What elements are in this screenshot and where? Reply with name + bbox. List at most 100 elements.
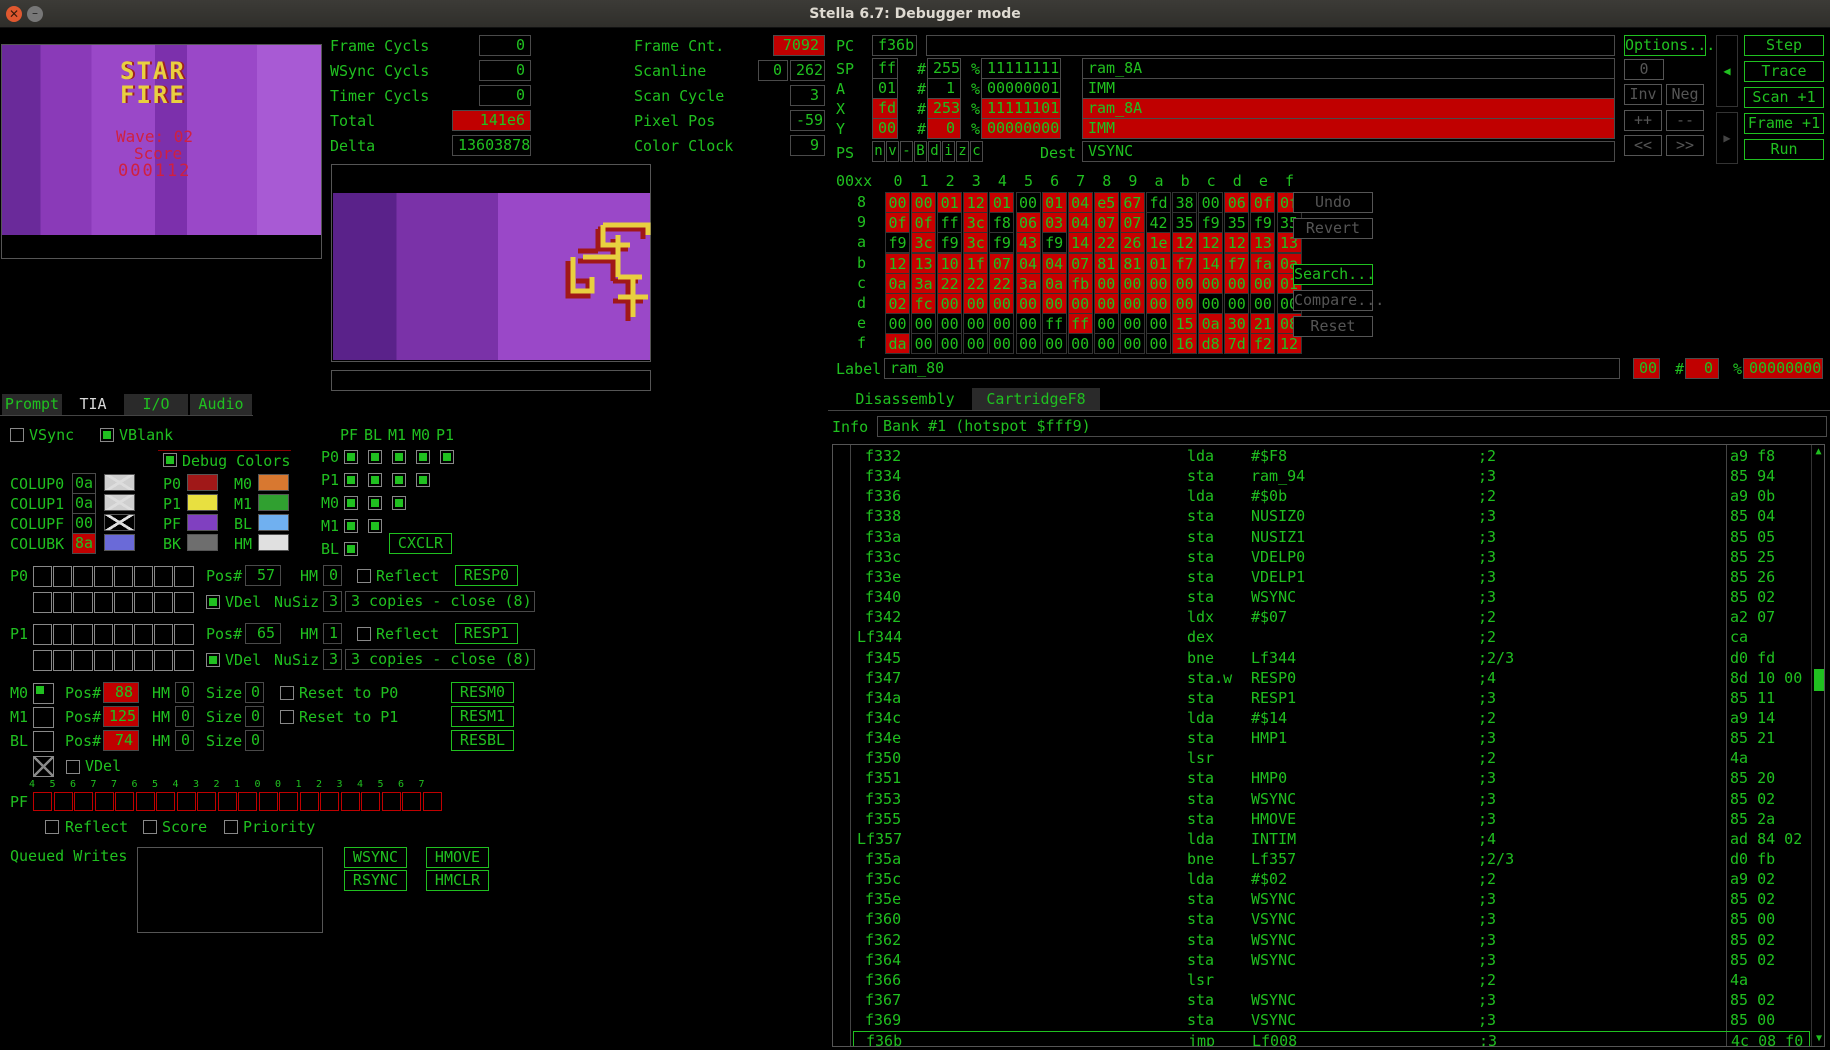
p1-hm-value[interactable]: 1	[323, 623, 342, 644]
ram-cell[interactable]: 12	[1172, 232, 1198, 254]
graphics-bit[interactable]	[33, 566, 53, 587]
graphics-bit[interactable]	[174, 566, 194, 587]
ram-cell[interactable]: 0f	[1250, 192, 1276, 213]
ram-cell[interactable]: 04	[1067, 192, 1093, 213]
collision-bit[interactable]	[368, 473, 382, 487]
disasm-row[interactable]: f366 lsr ;2 4a	[833, 971, 1811, 990]
ram-cell[interactable]: 00	[1119, 272, 1145, 294]
disasm-row[interactable]: f336 lda #$0b ;2 a9 0b	[833, 487, 1811, 506]
collision-bit[interactable]	[344, 542, 358, 556]
ram-cell[interactable]: 00	[963, 293, 989, 314]
scanline-total[interactable]: 262	[790, 60, 825, 81]
ram-cell[interactable]: 22	[937, 272, 963, 294]
scan-cycle-value[interactable]: 3	[790, 85, 825, 106]
a-hex[interactable]: 01	[872, 78, 898, 99]
ram-cell[interactable]: 22	[989, 272, 1015, 294]
ram-cell[interactable]: 01	[989, 192, 1015, 213]
ram-cell[interactable]: 00	[1146, 313, 1171, 335]
compare-button[interactable]: Compare...	[1293, 290, 1385, 311]
options-button[interactable]: Options...	[1624, 35, 1716, 56]
ram-cell[interactable]: 00	[1119, 333, 1145, 355]
pf-bit[interactable]	[197, 792, 216, 811]
m1-hm-value[interactable]: 0	[175, 706, 194, 727]
m0-pos-value[interactable]: 88	[103, 682, 139, 703]
p0-vdel-checkbox[interactable]	[206, 595, 220, 609]
ram-cell[interactable]: 00	[1093, 333, 1119, 355]
disasm-row[interactable]: f353 sta WSYNC ;3 85 02	[833, 790, 1811, 809]
ram-cell[interactable]: fc	[911, 293, 937, 314]
sp-bin[interactable]: 11111111	[981, 58, 1061, 79]
m1-enable-bit[interactable]	[33, 707, 54, 728]
neg-button[interactable]: Neg	[1666, 84, 1704, 105]
ram-cell[interactable]: 00	[989, 333, 1015, 355]
m0-hm-value[interactable]: 0	[175, 682, 194, 703]
ram-cell[interactable]: 00	[1015, 192, 1041, 213]
ram-cell[interactable]: 01	[1146, 252, 1171, 274]
bl-enable-bit[interactable]	[33, 731, 54, 752]
ram-cell[interactable]: 00	[937, 313, 963, 335]
ram-cell[interactable]: 00	[1146, 333, 1171, 355]
ram-cell[interactable]: 00	[1198, 293, 1224, 314]
ram-cell[interactable]: 00	[1172, 293, 1198, 314]
ram-cell[interactable]: 00	[1250, 293, 1276, 314]
ram-cell[interactable]: 3c	[963, 232, 989, 254]
ps-flag-4[interactable]: d	[928, 141, 941, 162]
ram-cell[interactable]: 35	[1172, 212, 1198, 234]
pf-bit[interactable]	[299, 792, 319, 811]
ram-cell[interactable]: 0f	[911, 212, 937, 234]
ram-cell[interactable]: 12	[1224, 232, 1250, 254]
pf-score-checkbox[interactable]	[143, 820, 157, 834]
dec-button[interactable]: --	[1666, 110, 1704, 131]
ram-cell[interactable]: 81	[1093, 252, 1119, 274]
ram-cell[interactable]: 00	[885, 192, 910, 213]
ram-cell[interactable]: 04	[1067, 212, 1093, 234]
ram-cell[interactable]: 00	[1041, 333, 1067, 355]
p1-vdel-checkbox[interactable]	[206, 653, 220, 667]
y-bin[interactable]: 00000000	[981, 118, 1061, 139]
pf-reflect-checkbox[interactable]	[45, 820, 59, 834]
pf-bit[interactable]	[381, 792, 401, 811]
graphics-bit[interactable]	[113, 592, 133, 613]
ram-cell[interactable]: e5	[1093, 192, 1119, 213]
tab-audio[interactable]: Audio	[190, 394, 252, 415]
disasm-row[interactable]: f34e sta HMP1 ;3 85 21	[833, 729, 1811, 748]
m1-pos-value[interactable]: 125	[103, 706, 139, 727]
a-bin[interactable]: 00000001	[981, 78, 1061, 99]
graphics-bit[interactable]	[154, 624, 174, 645]
ram-cell[interactable]: 12	[963, 192, 989, 213]
ram-cell[interactable]: 21	[1250, 313, 1276, 335]
disasm-row[interactable]: f351 sta HMP0 ;3 85 20	[833, 769, 1811, 788]
ram-cell[interactable]: 10	[937, 252, 963, 274]
ram-cell[interactable]: 15	[1172, 313, 1198, 335]
pf-bit[interactable]	[217, 792, 237, 811]
ram-cell[interactable]: 35	[1224, 212, 1250, 234]
resm0-button[interactable]: RESM0	[451, 682, 514, 703]
graphics-bit[interactable]	[33, 624, 53, 645]
run-button[interactable]: Run	[1744, 139, 1824, 160]
bl-delayed-bit[interactable]	[33, 756, 54, 777]
ram-cell[interactable]: 00	[937, 293, 963, 314]
ram-cell[interactable]: 0a	[1198, 313, 1224, 335]
ps-flag-2[interactable]: -	[900, 141, 913, 162]
ram-cell[interactable]: 00	[1093, 272, 1119, 294]
ram-cell[interactable]: 13	[1250, 232, 1276, 254]
ram-cell[interactable]: 00	[1015, 293, 1041, 314]
m0-enable-bit[interactable]	[33, 683, 54, 704]
ram-cell[interactable]: 00	[1198, 272, 1224, 294]
rsync-strobe-button[interactable]: RSYNC	[344, 870, 407, 891]
ram-cell[interactable]: 00	[1119, 313, 1145, 335]
ram-cell[interactable]: ff	[1067, 313, 1093, 335]
frame-cnt-value[interactable]: 7092	[773, 35, 825, 56]
collision-bit[interactable]	[392, 450, 406, 464]
ram-cell[interactable]: fd	[1146, 192, 1171, 213]
graphics-bit[interactable]	[154, 592, 174, 613]
collision-bit[interactable]	[368, 450, 382, 464]
scroll-up-icon[interactable]: ▲	[1815, 446, 1822, 457]
ram-cell[interactable]: 0f	[885, 212, 910, 234]
pf-bit[interactable]	[53, 792, 73, 811]
collision-bit[interactable]	[392, 473, 406, 487]
graphics-bit[interactable]	[53, 624, 73, 645]
graphics-bit[interactable]	[93, 624, 113, 645]
tab-disassembly[interactable]: Disassembly	[855, 390, 955, 408]
ram-cell[interactable]: 01	[937, 192, 963, 213]
